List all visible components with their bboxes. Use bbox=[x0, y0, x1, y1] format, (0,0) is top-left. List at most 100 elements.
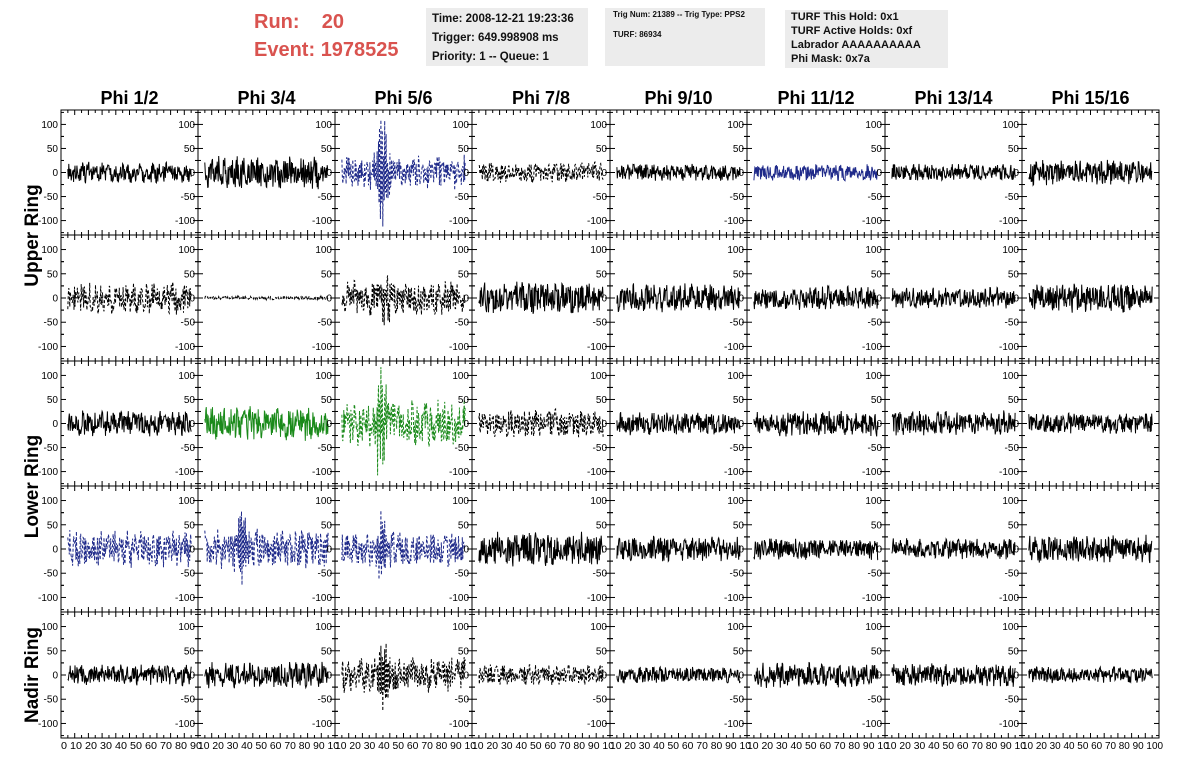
column-header: Phi 5/6 bbox=[374, 88, 432, 108]
y-tick-label: -50 bbox=[868, 695, 883, 706]
y-tick-label: 50 bbox=[596, 520, 608, 531]
event-line: Event: 1978525 bbox=[254, 36, 399, 64]
waveform-panel: 100 50 0 -50 -100 bbox=[862, 234, 1023, 362]
waveform-line bbox=[204, 406, 329, 441]
y-tick-label: 0 bbox=[876, 545, 882, 556]
x-tick-labels: 10 20 30 40 50 60 70 80 90 10 bbox=[198, 741, 339, 752]
y-tick-label: 100 bbox=[452, 371, 469, 382]
y-tick-label: 50 bbox=[733, 395, 745, 406]
waveform-panel: 100 50 0 -50 -100 bbox=[38, 234, 199, 362]
waveform-line bbox=[1028, 412, 1153, 434]
waveform-line bbox=[616, 283, 741, 313]
x-tick-labels: 10 20 30 40 50 60 70 80 90 10 bbox=[885, 741, 1026, 752]
waveform-panel: 100 50 0 -50 -100 bbox=[449, 234, 611, 362]
waveform-line bbox=[341, 643, 466, 711]
column-header: Phi 3/4 bbox=[237, 88, 295, 108]
waveform-panel: 100 50 0 -50 -100 bbox=[312, 109, 473, 236]
y-tick-label: -100 bbox=[724, 593, 744, 604]
turf-text: TURF: 86934 bbox=[613, 30, 662, 39]
y-tick-label: -50 bbox=[1005, 318, 1020, 329]
y-tick-label: -50 bbox=[44, 192, 59, 203]
y-tick-label: 0 bbox=[1013, 168, 1019, 179]
y-tick-label: -50 bbox=[181, 443, 196, 454]
waveform-line bbox=[616, 665, 741, 684]
y-tick-label: 0 bbox=[876, 294, 882, 305]
y-tick-label: -50 bbox=[1005, 192, 1020, 203]
y-tick-label: -50 bbox=[1005, 569, 1020, 580]
column-header: Phi 11/12 bbox=[777, 88, 854, 108]
waveform-panel: 100 50 0 -50 -100 bbox=[175, 109, 336, 236]
y-tick-label: -50 bbox=[318, 318, 333, 329]
y-tick-label: 100 bbox=[315, 245, 332, 256]
waveform-line bbox=[753, 164, 879, 182]
y-tick-label: 100 bbox=[1002, 371, 1019, 382]
y-tick-label: 0 bbox=[463, 419, 469, 430]
ring-label: Upper Ring bbox=[22, 184, 43, 286]
y-tick-label: 0 bbox=[463, 545, 469, 556]
waveform-line bbox=[891, 286, 1016, 309]
y-tick-label: 50 bbox=[871, 269, 883, 280]
y-tick-label: 100 bbox=[178, 496, 195, 507]
y-tick-label: 50 bbox=[458, 144, 470, 155]
y-tick-label: -50 bbox=[318, 695, 333, 706]
y-tick-label: 100 bbox=[1002, 496, 1019, 507]
y-tick-label: 100 bbox=[41, 245, 58, 256]
waveform-line bbox=[341, 119, 466, 227]
y-tick-label: 0 bbox=[326, 671, 332, 682]
y-tick-label: -100 bbox=[862, 342, 882, 353]
y-tick-label: -100 bbox=[724, 216, 744, 227]
y-tick-label: -50 bbox=[730, 569, 745, 580]
y-tick-label: 0 bbox=[876, 168, 882, 179]
y-tick-label: 100 bbox=[865, 371, 882, 382]
y-tick-label: 0 bbox=[738, 419, 744, 430]
y-tick-label: 0 bbox=[601, 419, 607, 430]
y-tick-label: -50 bbox=[868, 569, 883, 580]
y-tick-label: 0 bbox=[463, 671, 469, 682]
ring-label: Nadir Ring bbox=[22, 627, 43, 723]
waveform-panel: 100 50 0 -50 -100 bbox=[724, 360, 886, 487]
waveform-line bbox=[753, 538, 879, 561]
y-tick-label: -100 bbox=[999, 342, 1019, 353]
y-tick-label: 50 bbox=[1008, 144, 1020, 155]
y-tick-label: -100 bbox=[175, 216, 195, 227]
y-tick-label: -50 bbox=[593, 192, 608, 203]
y-tick-label: 50 bbox=[458, 520, 470, 531]
x-tick-labels: 10 20 30 40 50 60 70 80 90 10 bbox=[472, 741, 614, 752]
run-label: Run: bbox=[254, 11, 300, 33]
y-tick-label: -50 bbox=[593, 318, 608, 329]
y-tick-label: 0 bbox=[326, 545, 332, 556]
y-tick-label: 0 bbox=[1013, 294, 1019, 305]
waveform-line bbox=[1028, 283, 1153, 313]
y-tick-label: -100 bbox=[38, 719, 58, 730]
trig-num-text: Trig Num: 21389 -- Trig Type: PPS2 bbox=[613, 10, 745, 19]
waveform-panel: 100 50 0 -50 -100 bbox=[175, 234, 336, 362]
y-tick-label: 100 bbox=[590, 622, 607, 633]
y-tick-label: -100 bbox=[38, 216, 58, 227]
y-tick-label: 50 bbox=[596, 395, 608, 406]
y-tick-label: 50 bbox=[871, 520, 883, 531]
waveform-panel: 100 50 0 -50 -100 bbox=[449, 109, 611, 236]
y-tick-label: -50 bbox=[318, 443, 333, 454]
y-tick-label: -100 bbox=[312, 719, 332, 730]
event-label: Event: bbox=[254, 39, 316, 61]
y-tick-label: 100 bbox=[315, 496, 332, 507]
y-tick-label: -50 bbox=[868, 318, 883, 329]
y-tick-label: 50 bbox=[871, 646, 883, 657]
y-tick-label: 0 bbox=[52, 294, 58, 305]
y-tick-label: 50 bbox=[458, 646, 470, 657]
y-tick-label: -100 bbox=[999, 719, 1019, 730]
waveform-panel: 100 50 0 -50 -100 bbox=[724, 611, 886, 739]
y-tick-label: 50 bbox=[1008, 646, 1020, 657]
y-tick-label: -100 bbox=[449, 467, 469, 478]
waveform-line bbox=[753, 284, 879, 310]
y-tick-label: 0 bbox=[463, 294, 469, 305]
y-tick-label: -50 bbox=[593, 443, 608, 454]
waveform-panel: 100 50 0 -50 -100 bbox=[38, 485, 199, 613]
waveform-line bbox=[753, 410, 879, 437]
y-tick-label: 50 bbox=[184, 395, 196, 406]
y-tick-label: 50 bbox=[458, 269, 470, 280]
y-tick-label: -100 bbox=[175, 342, 195, 353]
trigger-text: Trigger: 649.998908 ms bbox=[432, 32, 559, 44]
y-tick-label: 0 bbox=[738, 168, 744, 179]
